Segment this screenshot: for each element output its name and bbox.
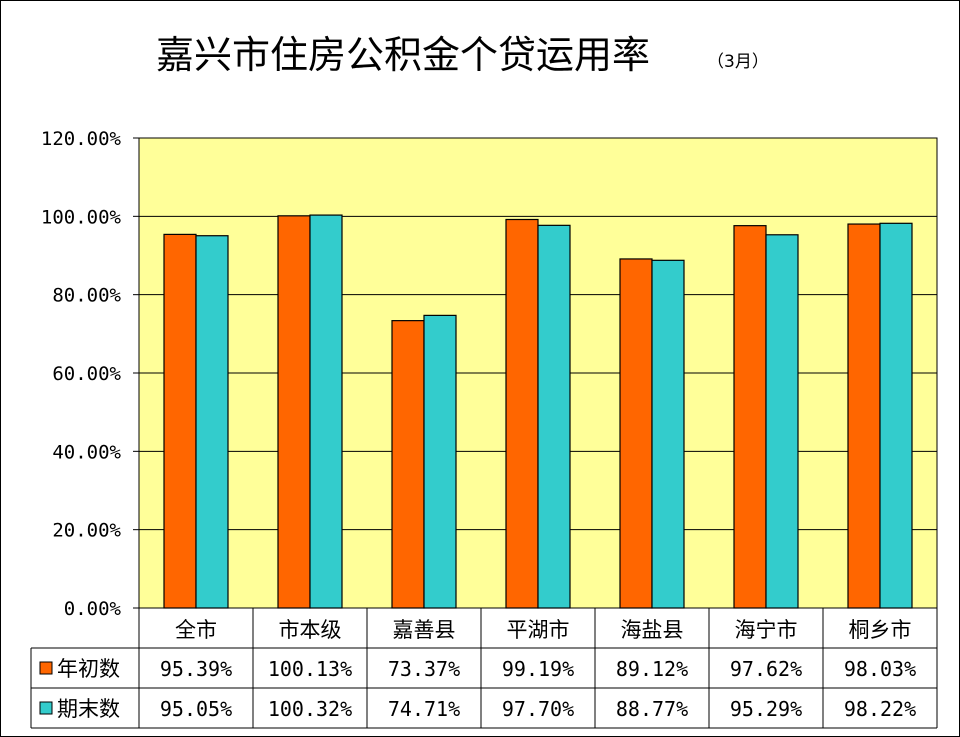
y-tick-label: 60.00%: [52, 363, 121, 385]
x-category-label: 市本级: [279, 618, 342, 642]
bar-start-5: [733, 225, 767, 609]
bar-end-5: [765, 234, 799, 609]
bar-start-3: [505, 218, 539, 609]
bar-end-6: [879, 222, 913, 609]
bar-end-3: [537, 224, 571, 609]
data-label: 74.71%: [388, 697, 460, 721]
x-category-label: 桐乡市: [849, 618, 912, 642]
y-tick-label: 40.00%: [52, 441, 121, 463]
data-label: 100.32%: [268, 697, 352, 721]
legend-label: 期末数: [57, 697, 120, 721]
y-tick-label: 0.00%: [64, 598, 122, 620]
data-label: 98.22%: [844, 697, 916, 721]
data-label: 73.37%: [388, 657, 460, 681]
bar-start-1: [277, 215, 311, 609]
bar-end-2: [423, 314, 457, 609]
data-label: 95.05%: [160, 697, 232, 721]
bars: [163, 214, 913, 609]
bar-start-4: [619, 258, 653, 609]
x-category-label: 嘉善县: [393, 618, 456, 642]
bar-start-0: [163, 233, 197, 609]
y-tick-label: 100.00%: [41, 206, 122, 228]
legend-swatch: [39, 701, 53, 715]
x-category-label: 海宁市: [735, 618, 798, 642]
y-tick-label: 80.00%: [52, 285, 121, 307]
data-label: 99.19%: [502, 657, 574, 681]
data-label: 95.39%: [160, 657, 232, 681]
y-tick-label: 120.00%: [41, 128, 122, 150]
bar-end-0: [195, 235, 229, 609]
bar-end-1: [309, 214, 343, 609]
bar-start-2: [391, 320, 425, 609]
chart-title: 嘉兴市住房公积金个贷运用率: [156, 33, 650, 77]
bar-start-6: [847, 223, 881, 609]
x-category-label: 平湖市: [507, 618, 570, 642]
data-label: 100.13%: [268, 657, 352, 681]
y-axis: 0.00% 20.00% 40.00% 60.00% 80.00% 100.00% 120.…: [41, 128, 139, 620]
data-label: 97.62%: [730, 657, 802, 681]
chart-subtitle: （3月）: [707, 52, 769, 72]
x-category-label: 海盐县: [621, 618, 684, 642]
bar-end-4: [651, 259, 685, 609]
data-label: 97.70%: [502, 697, 574, 721]
data-label: 89.12%: [616, 657, 688, 681]
data-label: 98.03%: [844, 657, 916, 681]
legend-swatch: [39, 661, 53, 675]
y-tick-label: 20.00%: [52, 520, 121, 542]
legend-label: 年初数: [57, 657, 120, 681]
x-category-label: 全市: [175, 618, 217, 642]
data-label: 88.77%: [616, 697, 688, 721]
data-label: 95.29%: [730, 697, 802, 721]
